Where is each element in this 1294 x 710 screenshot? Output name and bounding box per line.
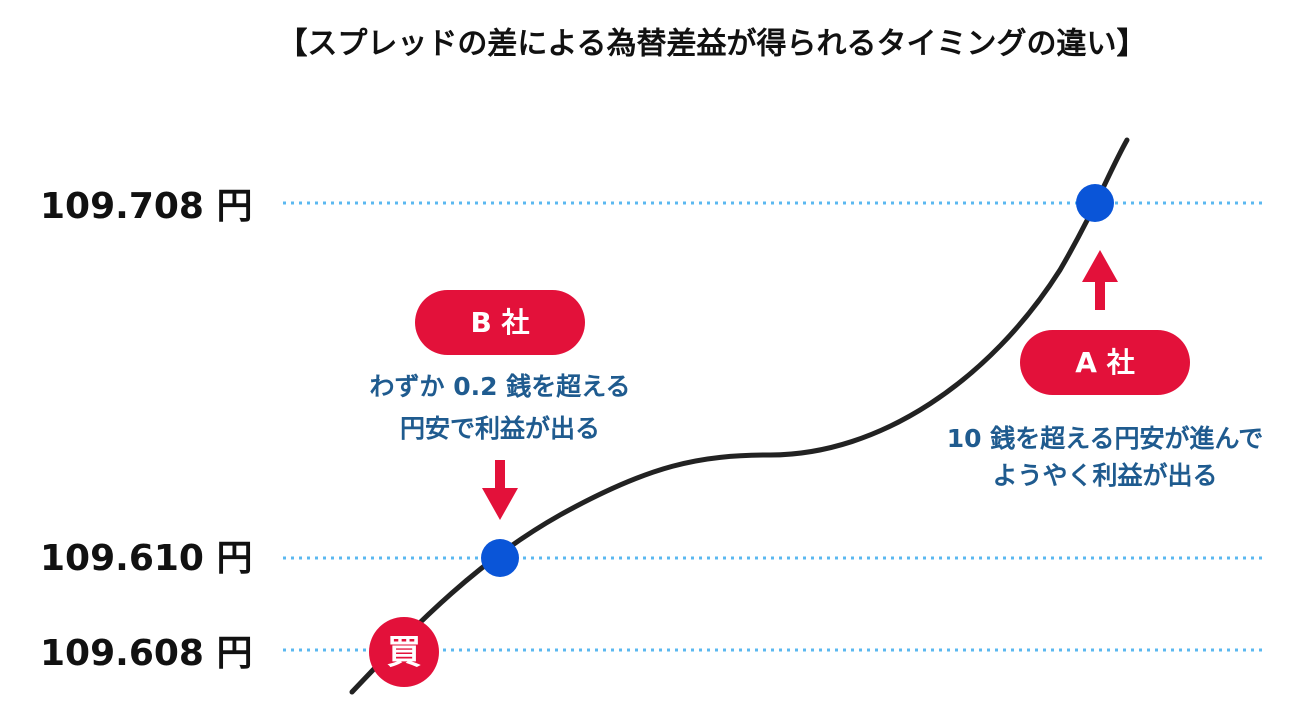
level-label: 109.708 円 [40,186,253,227]
note: 円安で利益が出る [400,414,600,443]
badge-label: A 社 [1075,346,1134,379]
point [1076,184,1114,222]
level-label: 109.610 円 [40,538,253,579]
note: ようやく利益が出る [992,461,1217,490]
badge [1020,330,1190,395]
buy-marker [369,617,439,687]
note: わずか 0.2 銭を超える [370,372,631,401]
title: 【スプレッドの差による為替差益が得られるタイミングの違い】 [277,27,1146,62]
note: 10 銭を超える円安が進んで [947,424,1264,453]
point [481,539,519,577]
arrow [482,460,518,520]
badge-label: B 社 [470,306,529,339]
badge [415,290,585,355]
level-label: 109.608 円 [40,633,253,674]
buy-label: 買 [387,633,421,673]
arrow [1082,250,1118,310]
